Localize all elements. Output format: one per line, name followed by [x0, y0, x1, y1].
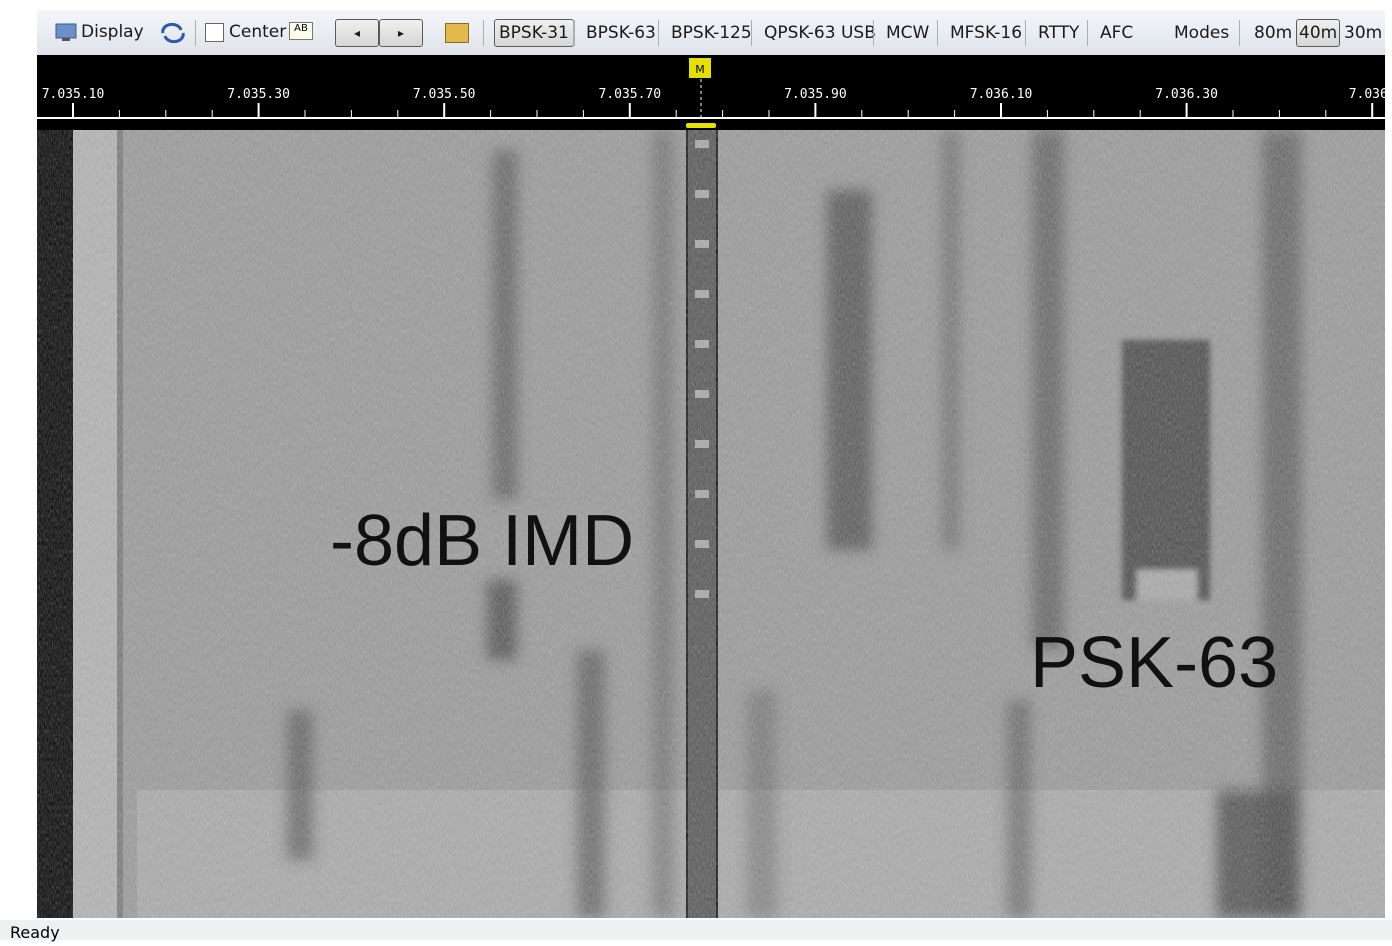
mode-button[interactable]: RTTY — [1033, 19, 1084, 47]
mode-button[interactable]: BPSK-63 — [581, 19, 661, 47]
waterfall — [37, 130, 1385, 918]
frequency-scale: 7.035.10 7.035.30 7.035.50 7.035.70 7.035.90… — [37, 55, 1385, 130]
modes-menu[interactable]: Modes — [1147, 19, 1234, 47]
annotation: -8dB IMD — [330, 500, 634, 582]
separator — [1025, 20, 1026, 46]
scale-label: 7.035.90 — [784, 87, 847, 102]
separator — [483, 20, 484, 46]
mode-button[interactable]: MCW — [881, 19, 934, 47]
app: Display Center AB ◂ ▸ BPSK-31BPSK-63BPSK… — [0, 0, 1392, 940]
next-button[interactable]: ▸ — [379, 19, 423, 47]
ab-icon[interactable]: AB — [289, 22, 313, 40]
scale-label: 7.035.30 — [227, 87, 290, 102]
separator — [937, 20, 938, 46]
scale-label: 7.036.10 — [970, 87, 1033, 102]
separator — [658, 20, 659, 46]
mode-button[interactable]: MFSK-16 — [945, 19, 1027, 47]
mode-button[interactable]: AFC — [1095, 19, 1138, 47]
display-icon — [55, 22, 77, 42]
band-button[interactable]: 30m — [1341, 19, 1385, 47]
mode-button[interactable]: BPSK-31 — [494, 19, 574, 47]
separator — [574, 20, 575, 46]
band-button[interactable]: 80m — [1251, 19, 1295, 47]
scale-label: 7.035.50 — [413, 87, 476, 102]
prev-button[interactable]: ◂ — [335, 19, 379, 47]
center-checkbox[interactable] — [205, 23, 224, 42]
band-button[interactable]: 40m — [1296, 19, 1340, 47]
cursor-bar — [686, 123, 716, 128]
annotation: PSK-63 — [1030, 622, 1278, 704]
display-menu[interactable]: Display — [81, 22, 144, 42]
scale-label: 7.036. — [1349, 87, 1385, 102]
separator — [1239, 20, 1240, 46]
scale-label: 7.035.70 — [598, 87, 661, 102]
folder-icon[interactable] — [445, 23, 469, 43]
separator — [873, 20, 874, 46]
separator — [573, 20, 574, 46]
separator — [195, 20, 196, 46]
scale-label: 7.036.30 — [1155, 87, 1218, 102]
mode-button[interactable]: QPSK-63 USB — [759, 19, 881, 47]
refresh-icon[interactable] — [159, 23, 187, 43]
status-text: Ready — [10, 923, 60, 942]
center-label: Center — [229, 22, 286, 42]
separator — [751, 20, 752, 46]
status-bar: Ready — [0, 920, 1392, 940]
scale-label: 7.035.10 — [42, 87, 105, 102]
separator — [1087, 20, 1088, 46]
marker-label: M — [695, 63, 705, 76]
mode-button[interactable]: BPSK-125 — [666, 19, 757, 47]
